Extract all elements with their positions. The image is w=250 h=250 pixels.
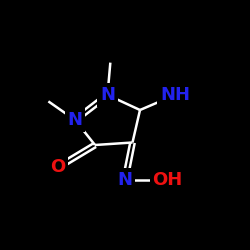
Text: OH: OH <box>152 171 182 189</box>
Text: O: O <box>50 158 65 176</box>
Text: N: N <box>68 111 82 129</box>
Text: N: N <box>100 86 115 104</box>
Text: N: N <box>118 171 132 189</box>
Text: NH: NH <box>160 86 190 104</box>
